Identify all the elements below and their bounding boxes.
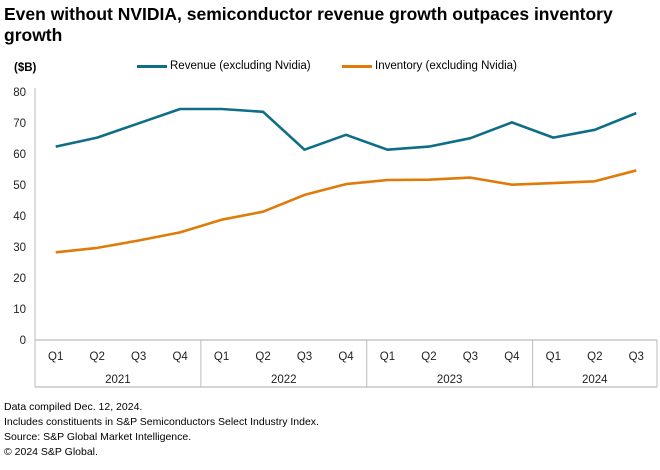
year-label: 2024	[582, 374, 608, 386]
legend-item-revenue: Revenue (excluding Nvidia)	[137, 60, 311, 72]
x-tick-label: Q2	[421, 351, 436, 363]
x-tick-label: Q3	[131, 351, 146, 363]
y-tick-label: 40	[13, 211, 26, 223]
x-tick-label: Q1	[48, 351, 63, 363]
legend-swatch-inventory	[342, 64, 372, 68]
x-tick-label: Q4	[338, 351, 354, 363]
y-tick-label: 0	[20, 335, 26, 347]
revenue-line	[55, 107, 637, 151]
note-constituents: Includes constituents in S&P Semiconduct…	[4, 416, 319, 428]
year-label: 2021	[105, 374, 131, 386]
x-tick-label: Q4	[504, 351, 520, 363]
y-tick-label: 50	[13, 180, 26, 192]
legend-label-revenue: Revenue (excluding Nvidia)	[170, 60, 311, 72]
y-tick-label: 20	[13, 273, 26, 285]
footnotes: Data compiled Dec. 12, 2024. Includes co…	[4, 400, 319, 460]
x-tick-label: Q3	[463, 351, 478, 363]
legend-item-inventory: Inventory (excluding Nvidia)	[342, 60, 517, 72]
y-tick-label: 70	[13, 118, 26, 130]
x-tick-label: Q2	[90, 351, 105, 363]
x-tick-label: Q1	[546, 351, 561, 363]
inventory-line	[55, 169, 637, 254]
chart-title: Even without NVIDIA, semiconductor reven…	[4, 4, 613, 45]
legend-label-inventory: Inventory (excluding Nvidia)	[375, 60, 517, 72]
y-axis-unit: ($B)	[14, 62, 37, 74]
y-tick-label: 80	[13, 87, 26, 99]
x-tick-label: Q1	[380, 351, 395, 363]
y-tick-label: 10	[13, 304, 26, 316]
x-tick-label: Q2	[587, 351, 602, 363]
x-tick-label: Q2	[255, 351, 270, 363]
y-tick-label: 60	[13, 149, 26, 161]
note-copyright: © 2024 S&P Global.	[4, 446, 98, 458]
year-label: 2022	[271, 374, 297, 386]
y-tick-label: 30	[13, 242, 26, 254]
x-tick-label: Q1	[214, 351, 229, 363]
year-label: 2023	[437, 374, 463, 386]
x-tick-label: Q4	[172, 351, 188, 363]
x-tick-label: Q3	[297, 351, 312, 363]
note-compiled: Data compiled Dec. 12, 2024.	[4, 401, 143, 413]
note-source: Source: S&P Global Market Intelligence.	[4, 431, 192, 443]
x-tick-label: Q3	[629, 351, 644, 363]
legend-swatch-revenue	[137, 64, 167, 68]
